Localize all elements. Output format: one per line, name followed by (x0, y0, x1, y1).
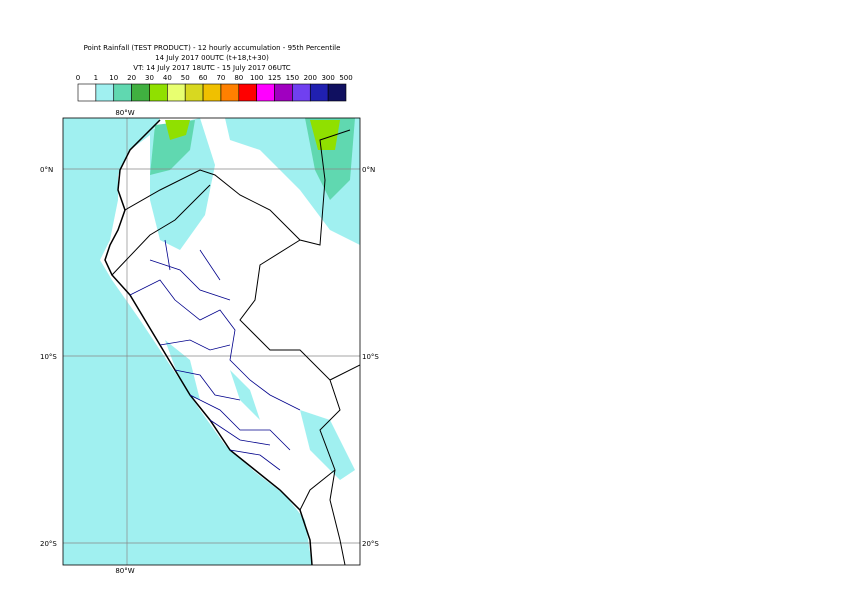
regional-boundaries (129, 239, 301, 471)
colorbar-box (220, 83, 240, 102)
colorbar-box (327, 83, 347, 102)
title: Point Rainfall (TEST PRODUCT) - 12 hourl… (84, 44, 341, 52)
colorbar-box (131, 83, 150, 102)
colorbar-box (77, 83, 97, 102)
colorbar-label: 100 (250, 74, 263, 82)
colorbar-label: 20 (127, 74, 136, 82)
colorbar-box (202, 83, 222, 102)
colorbar-label: 300 (321, 74, 334, 82)
lat-label-left: 0°N (40, 166, 53, 174)
lon-label: 80°W (115, 567, 134, 575)
colorbar-box (167, 83, 186, 102)
colorbar-label: 150 (286, 74, 299, 82)
lon-label: 80°W (115, 109, 134, 117)
colorbar-label: 500 (339, 74, 352, 82)
colorbar-label: 80 (234, 74, 243, 82)
colorbar-label: 10 (109, 74, 118, 82)
run-time: 14 July 2017 00UTC (t+18,t+30) (155, 54, 269, 62)
colorbar-label: 0 (76, 74, 80, 82)
lat-label-left: 10°S (40, 353, 57, 361)
rain-heavy (165, 120, 340, 150)
colorbar-label: 50 (181, 74, 190, 82)
colorbar: 0 1 10 20 30 40 50 60 70 80 100 125 150 200 300 500 (76, 74, 353, 102)
map-frame (62, 117, 361, 566)
lat-label: 20°S (362, 540, 379, 548)
colorbar-label: 70 (216, 74, 225, 82)
title-block: Point Rainfall (TEST PRODUCT) - 12 hourl… (84, 44, 341, 72)
colorbar-box (184, 83, 204, 102)
colorbar-label: 40 (163, 74, 172, 82)
colorbar-box (292, 83, 311, 102)
colorbar-box (149, 83, 168, 102)
colorbar-box (95, 83, 115, 102)
colorbar-box (238, 83, 257, 102)
coastline (104, 119, 313, 565)
lat-label-left: 20°S (40, 540, 57, 548)
map (63, 118, 360, 565)
colorbar-label: 1 (94, 74, 98, 82)
colorbar-box (256, 83, 275, 102)
valid-time: VT: 14 July 2017 18UTC - 15 July 2017 06… (133, 64, 291, 72)
lat-label: 10°S (362, 353, 379, 361)
colorbar-label: 60 (199, 74, 208, 82)
colorbar-label: 200 (304, 74, 317, 82)
colorbar-label: 30 (145, 74, 154, 82)
borders (111, 129, 360, 565)
colorbar-box (309, 83, 329, 102)
colorbar-label: 125 (268, 74, 281, 82)
colorbar-box (274, 83, 293, 102)
lat-label: 0°N (362, 166, 375, 174)
colorbar-box (113, 83, 132, 102)
